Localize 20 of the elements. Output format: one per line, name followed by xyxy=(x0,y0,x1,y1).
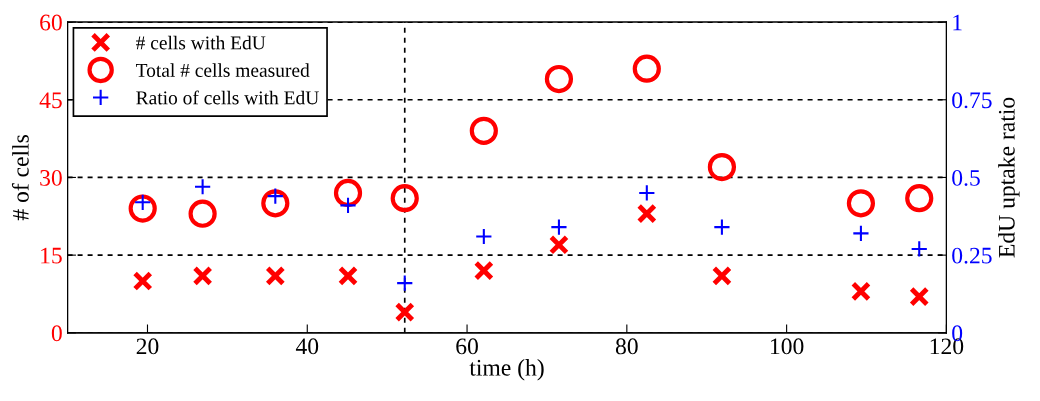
legend-label: Ratio of cells with EdU xyxy=(136,90,319,105)
x-tick-label: 20 xyxy=(136,338,159,355)
y-tick-label: 60 xyxy=(40,14,62,31)
x-tick-label: 100 xyxy=(770,338,804,355)
y-axis-title: # of cells xyxy=(11,135,29,221)
y2-tick-label: 0.75 xyxy=(952,92,992,109)
x-tick-label: 60 xyxy=(456,338,478,355)
y2-tick-label: 1 xyxy=(953,14,962,31)
x-tick-label: 40 xyxy=(295,338,319,355)
legend-label: # cells with EdU xyxy=(136,35,266,50)
y2-tick-label: 0.25 xyxy=(952,247,992,264)
y-tick-label: 15 xyxy=(41,247,62,264)
legend-label: Total # cells measured xyxy=(136,63,310,77)
y2-axis-title: EdU uptake ratio xyxy=(998,97,1020,258)
x-axis-title: time (h) xyxy=(469,359,544,381)
y-tick-label: 45 xyxy=(39,92,62,109)
y-tick-label: 30 xyxy=(40,169,62,186)
x-tick-label: 80 xyxy=(615,338,638,355)
y-tick-label: 0 xyxy=(51,325,62,342)
y2-tick-label: 0.5 xyxy=(952,169,980,186)
